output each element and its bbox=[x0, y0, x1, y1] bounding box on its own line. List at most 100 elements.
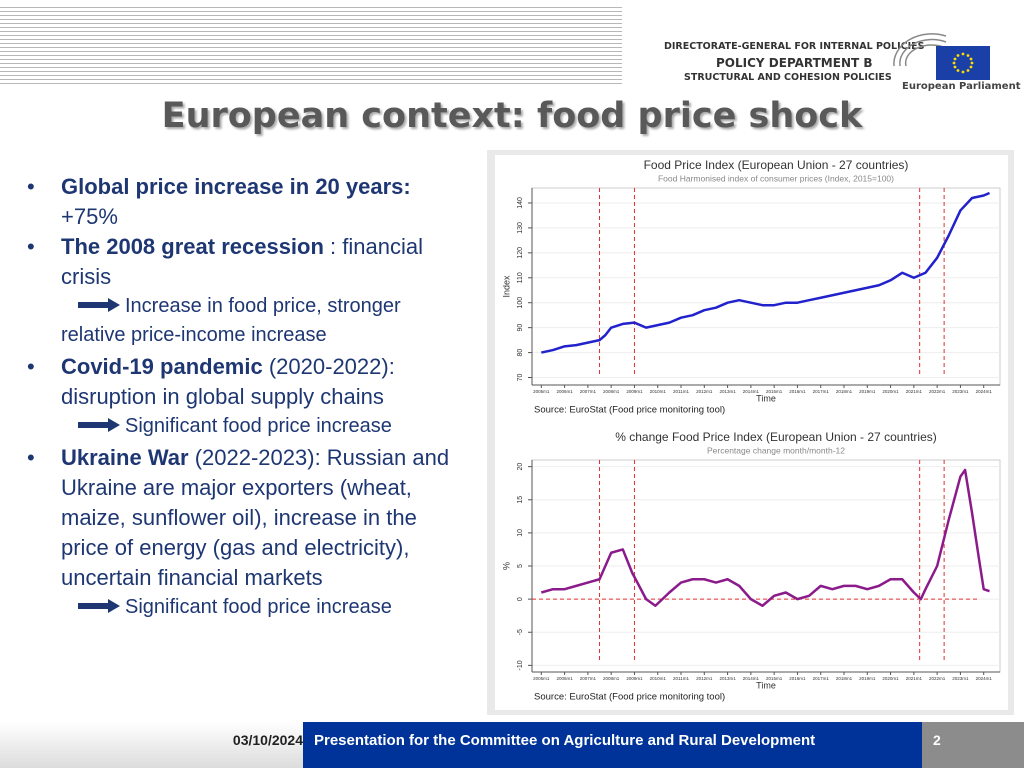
footer-mid: Presentation for the Committee on Agricu… bbox=[303, 722, 922, 768]
chart-title: % change Food Price Index (European Unio… bbox=[615, 430, 937, 444]
y-tick-label: 130 bbox=[517, 222, 524, 234]
x-tick-label: 2021m1 bbox=[906, 389, 923, 394]
note-text: Increase in food price, stronger relativ… bbox=[61, 295, 401, 346]
data-line bbox=[541, 191, 991, 354]
x-tick-label: 2013m1 bbox=[719, 389, 736, 394]
bullet-text: (2022-2023): Russian and Ukraine are maj… bbox=[61, 445, 450, 590]
bullet-note: Significant food price increase bbox=[20, 412, 470, 441]
bullet-text: (2020-2022): disruption in global supply… bbox=[61, 354, 395, 409]
x-tick-label: 2019m1 bbox=[859, 676, 876, 681]
x-tick-label: 2016m1 bbox=[789, 676, 806, 681]
y-tick-label: 20 bbox=[517, 463, 524, 471]
x-tick-label: 2005m1 bbox=[533, 389, 550, 394]
x-tick-label: 2024m1 bbox=[976, 389, 993, 394]
chart-subtitle: Percentage change month/month-12 bbox=[707, 445, 845, 455]
source: Source: EuroStat (Food price monitoring … bbox=[534, 405, 725, 416]
y-tick-label: 80 bbox=[517, 349, 524, 357]
bullet-text: : financial crisis bbox=[61, 234, 423, 289]
footer-left: 03/10/2024 bbox=[0, 722, 303, 768]
chart-panel: Food Price Index (European Union - 27 co… bbox=[487, 150, 1014, 715]
x-axis-label: Time bbox=[756, 393, 776, 403]
x-tick-label: 2008m1 bbox=[603, 389, 620, 394]
bullet: Global price increase in 20 years: +75% bbox=[20, 172, 470, 232]
source: Source: EuroStat (Food price monitoring … bbox=[534, 692, 725, 703]
note-text: Significant food price increase bbox=[125, 596, 392, 618]
logo-arc bbox=[893, 33, 947, 67]
x-tick-label: 2006m1 bbox=[556, 676, 573, 681]
bullet-note: Increase in food price, stronger relativ… bbox=[20, 292, 470, 350]
header-stripes bbox=[0, 4, 622, 84]
eu-flag bbox=[936, 46, 990, 80]
x-tick-label: 2007m1 bbox=[580, 676, 597, 681]
footer-right: 2 bbox=[922, 722, 1024, 768]
bullet: The 2008 great recession : financial cri… bbox=[20, 232, 470, 292]
bullet-bold: Global price increase in 20 years: bbox=[61, 174, 411, 199]
x-tick-label: 2018m1 bbox=[836, 389, 853, 394]
x-tick-label: 2009m1 bbox=[626, 389, 643, 394]
y-tick-label: 70 bbox=[517, 374, 524, 382]
chart-title: Food Price Index (European Union - 27 co… bbox=[644, 158, 909, 172]
institution: European Parliament bbox=[902, 81, 1021, 92]
x-tick-label: 2020m1 bbox=[882, 676, 899, 681]
page-number: 2 bbox=[933, 732, 941, 748]
x-tick-label: 2006m1 bbox=[556, 389, 573, 394]
ep-logo bbox=[893, 33, 990, 80]
x-tick-label: 2009m1 bbox=[626, 676, 643, 681]
x-tick-label: 2012m1 bbox=[696, 389, 713, 394]
x-tick-label: 2014m1 bbox=[743, 676, 760, 681]
x-tick-label: 2015m1 bbox=[766, 389, 783, 394]
x-tick-label: 2007m1 bbox=[580, 389, 597, 394]
x-tick-label: 2010m1 bbox=[650, 389, 667, 394]
x-tick-label: 2022m1 bbox=[929, 676, 946, 681]
y-tick-label: 120 bbox=[517, 247, 524, 259]
arrow bbox=[78, 298, 120, 312]
x-tick-label: 2021m1 bbox=[906, 676, 923, 681]
y-tick-label: -10 bbox=[517, 660, 524, 670]
unit: STRUCTURAL AND COHESION POLICIES bbox=[684, 72, 892, 83]
footer-text: Presentation for the Committee on Agricu… bbox=[314, 732, 816, 749]
bullet: Covid-19 pandemic (2020-2022): disruptio… bbox=[20, 352, 470, 412]
y-axis-label: % bbox=[501, 562, 511, 570]
x-tick-label: 2022m1 bbox=[929, 389, 946, 394]
plot-area bbox=[531, 187, 1001, 386]
x-tick-label: 2017m1 bbox=[813, 389, 830, 394]
x-tick-label: 2008m1 bbox=[603, 676, 620, 681]
note-text: Significant food price increase bbox=[125, 415, 392, 437]
x-tick-label: 2017m1 bbox=[813, 676, 830, 681]
bullet-list: Global price increase in 20 years: +75% … bbox=[20, 172, 470, 624]
chart-subtitle: Food Harmonised index of consumer prices… bbox=[658, 173, 894, 183]
logo-arc bbox=[899, 38, 947, 67]
x-tick-label: 2011m1 bbox=[673, 676, 689, 681]
x-tick-label: 2020m1 bbox=[882, 389, 899, 394]
logo-arc bbox=[904, 44, 947, 67]
bullet-bold: The 2008 great recession bbox=[61, 234, 324, 259]
x-tick-label: 2011m1 bbox=[673, 389, 689, 394]
y-tick-label: 140 bbox=[517, 197, 524, 209]
bullet-text: +75% bbox=[61, 204, 118, 229]
x-tick-label: 2019m1 bbox=[859, 389, 876, 394]
x-tick-label: 2015m1 bbox=[766, 676, 783, 681]
y-tick-label: 90 bbox=[517, 324, 524, 332]
x-tick-label: 2023m1 bbox=[952, 389, 969, 394]
bullet-note: Significant food price increase bbox=[20, 593, 470, 622]
y-axis-label: Index bbox=[501, 275, 511, 298]
x-tick-label: 2010m1 bbox=[650, 676, 667, 681]
x-axis-label: Time bbox=[756, 680, 776, 690]
arrow bbox=[78, 418, 120, 432]
bullet-bold: Covid-19 pandemic bbox=[61, 354, 263, 379]
bullet-bold: Ukraine War bbox=[61, 445, 189, 470]
slide-title: European context: food price shock bbox=[161, 96, 863, 136]
x-tick-label: 2024m1 bbox=[976, 676, 993, 681]
y-tick-label: 110 bbox=[517, 272, 524, 283]
department: POLICY DEPARTMENT B bbox=[716, 56, 873, 70]
y-tick-label: 10 bbox=[517, 529, 524, 537]
arrow bbox=[78, 599, 120, 613]
x-tick-label: 2016m1 bbox=[789, 389, 806, 394]
x-tick-label: 2023m1 bbox=[952, 676, 969, 681]
y-tick-label: 0 bbox=[517, 597, 524, 601]
y-tick-label: 15 bbox=[517, 496, 524, 504]
y-tick-label: -5 bbox=[517, 629, 524, 635]
x-tick-label: 2018m1 bbox=[836, 676, 853, 681]
y-tick-label: 5 bbox=[517, 564, 524, 568]
